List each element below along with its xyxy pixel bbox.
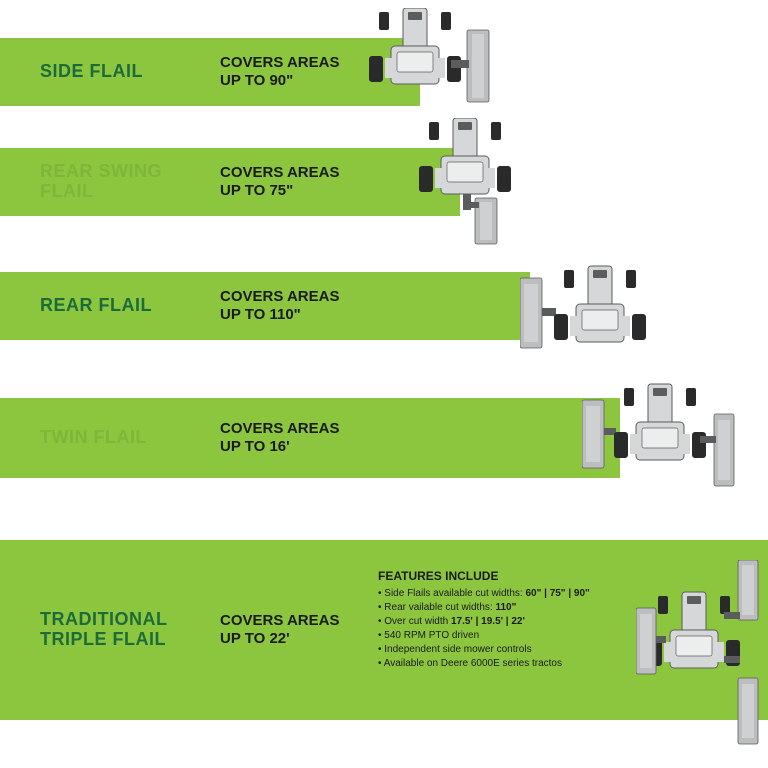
desc-line1: COVERS AREAS [220, 612, 339, 630]
feature-item: • 540 RPM PTO driven [378, 629, 590, 643]
desc-line2: UP TO 90" [220, 72, 339, 90]
row-title: SIDE FLAIL [40, 62, 143, 82]
desc-line1: COVERS AREAS [220, 420, 339, 438]
row-side-flail: SIDE FLAIL COVERS AREAS UP TO 90" [0, 38, 768, 106]
desc-line1: COVERS AREAS [220, 164, 339, 182]
desc-line2: UP TO 75" [220, 182, 339, 200]
tractor-icon [355, 8, 515, 118]
desc-line2: UP TO 22' [220, 630, 339, 648]
row-desc: COVERS AREAS UP TO 90" [220, 54, 339, 90]
row-desc: COVERS AREAS UP TO 22' [220, 612, 339, 648]
tractor-icon [582, 378, 752, 518]
row-desc: COVERS AREAS UP TO 75" [220, 164, 339, 200]
row-rear-flail: REAR FLAIL COVERS AREAS UP TO 110" [0, 272, 768, 340]
features-heading: FEATURES INCLUDE [378, 568, 590, 585]
features-block: FEATURES INCLUDE • Side Flails available… [378, 568, 590, 671]
feature-item: • Independent side mower controls [378, 643, 590, 657]
desc-line1: COVERS AREAS [220, 288, 339, 306]
tractor-icon [636, 560, 768, 750]
row-desc: COVERS AREAS UP TO 16' [220, 420, 339, 456]
desc-line2: UP TO 16' [220, 438, 339, 456]
tractor-icon [415, 118, 555, 248]
row-title: REAR SWINGFLAIL [40, 162, 162, 202]
desc-line2: UP TO 110" [220, 306, 339, 324]
feature-item: • Rear vailable cut widths: 110" [378, 601, 590, 615]
desc-line1: COVERS AREAS [220, 54, 339, 72]
tractor-icon [520, 260, 690, 360]
row-twin-flail: TWIN FLAIL COVERS AREAS UP TO 16' [0, 398, 768, 478]
row-title: TWIN FLAIL [40, 428, 147, 448]
row-desc: COVERS AREAS UP TO 110" [220, 288, 339, 324]
row-title: REAR FLAIL [40, 296, 152, 316]
row-title: TRADITIONALTRIPLE FLAIL [40, 610, 167, 650]
row-rear-swing-flail: REAR SWINGFLAIL COVERS AREAS UP TO 75" [0, 148, 768, 216]
feature-item: • Side Flails available cut widths: 60" … [378, 587, 590, 601]
feature-item: • Available on Deere 6000E series tracto… [378, 657, 590, 671]
feature-item: • Over cut width 17.5' | 19.5' | 22' [378, 615, 590, 629]
